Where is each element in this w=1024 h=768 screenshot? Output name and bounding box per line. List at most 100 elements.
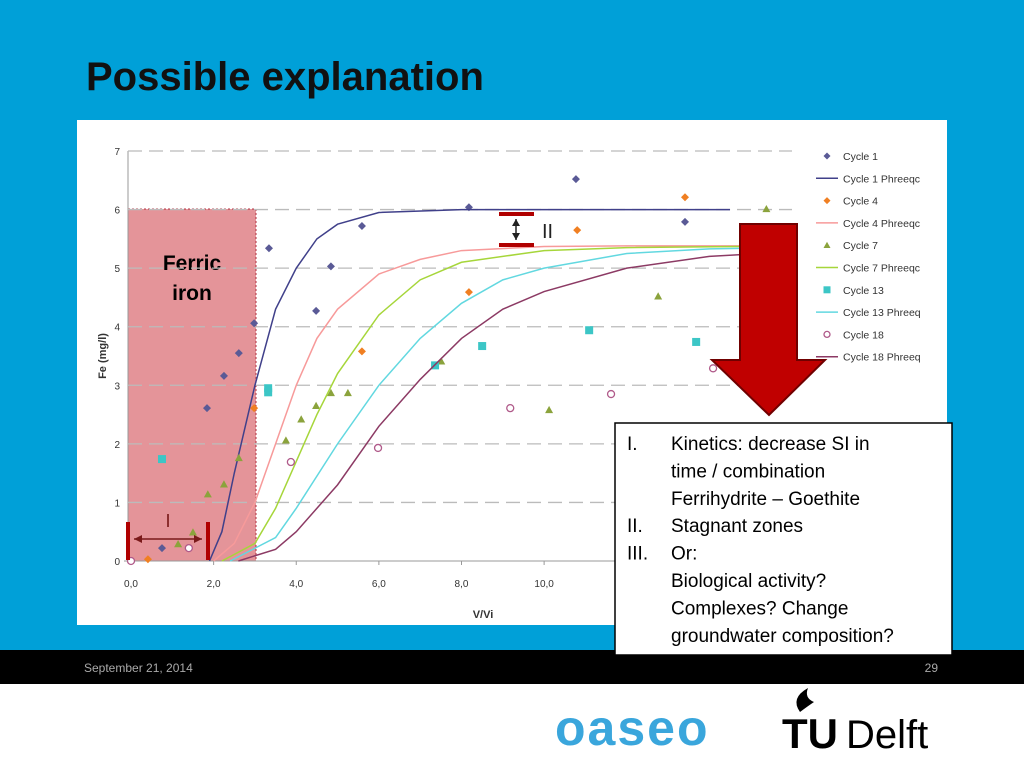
callout-box <box>614 422 953 656</box>
data-point <box>312 401 321 409</box>
series-line <box>229 246 793 562</box>
legend-swatch <box>823 286 831 294</box>
y-tick-label: 5 <box>114 264 120 275</box>
data-point <box>312 306 321 315</box>
x-axis-title: V/Vi <box>473 609 494 621</box>
data-point <box>157 544 166 553</box>
data-point <box>762 204 771 213</box>
y-tick-label: 6 <box>114 206 120 217</box>
data-point <box>219 480 228 488</box>
data-point <box>264 388 273 397</box>
data-point <box>203 404 212 413</box>
data-point <box>286 457 296 467</box>
data-point <box>281 436 290 444</box>
x-tick-label: 0,0 <box>124 579 138 590</box>
x-tick-label: 10,0 <box>534 579 554 590</box>
data-point <box>297 415 306 423</box>
y-tick-label: 4 <box>114 323 120 334</box>
series-line <box>238 250 793 562</box>
data-point <box>234 349 243 358</box>
data-point <box>654 292 663 300</box>
page-number: 29 <box>925 661 939 675</box>
arrow-head <box>134 535 202 543</box>
annotation-label: I <box>165 511 170 531</box>
bracket-bar <box>499 212 534 216</box>
data-point <box>478 342 487 351</box>
bracket-bar <box>206 522 210 560</box>
legend-label: Cycle 7 <box>843 240 878 252</box>
list-text: time / combination <box>671 461 825 482</box>
data-point <box>708 364 718 373</box>
data-point <box>357 221 366 230</box>
series-line <box>221 245 793 562</box>
logo-delft: Delft <box>846 713 928 757</box>
y-tick-label: 0 <box>114 557 120 568</box>
data-point <box>343 388 352 397</box>
logo-tu: TU <box>782 710 838 757</box>
bracket-bar <box>499 243 534 247</box>
list-marker: II. <box>627 516 643 537</box>
data-point <box>234 453 243 462</box>
legend-swatch <box>823 330 831 339</box>
data-point <box>174 540 183 548</box>
y-axis-title: Fe (mg/l) <box>97 333 109 379</box>
annotation-i: I <box>126 511 210 560</box>
data-point <box>373 443 383 453</box>
data-point <box>681 193 690 202</box>
legend-swatch <box>823 241 831 248</box>
y-tick-label: 1 <box>114 498 120 509</box>
legend: Cycle 1 Cycle 1 Phreeqc Cycle 4 Cycle 4 Phr… <box>816 151 921 364</box>
series-line <box>208 208 731 562</box>
data-point <box>188 528 197 536</box>
x-tick-label: 8,0 <box>455 579 469 590</box>
data-point <box>203 490 212 498</box>
annotation-ii: II <box>499 212 553 247</box>
slide-title: Possible explanation <box>86 55 484 99</box>
list-marker: III. <box>627 544 648 565</box>
legend-label: Cycle 13 Phreeq <box>843 307 921 319</box>
list-text: Biological activity? <box>671 571 826 592</box>
arrow-head <box>512 219 520 240</box>
data-point <box>250 404 259 413</box>
data-point <box>157 455 166 464</box>
series-line <box>213 245 792 562</box>
data-point <box>357 347 366 356</box>
list-text: Kinetics: decrease SI in <box>671 434 870 455</box>
data-point <box>326 262 335 271</box>
data-point <box>264 384 273 393</box>
legend-label: Cycle 4 <box>843 196 878 208</box>
ferric-iron-label: iron <box>172 282 212 305</box>
legend-label: Cycle 4 Phreeqc <box>843 218 920 230</box>
x-tick-label: 2,0 <box>207 579 221 590</box>
data-point <box>573 226 582 235</box>
annotation-label: II <box>542 221 553 243</box>
legend-label: Cycle 18 <box>843 329 884 341</box>
list-marker: I. <box>627 434 638 455</box>
data-point <box>506 403 515 413</box>
data-point <box>571 175 580 184</box>
list-text: Stagnant zones <box>671 516 803 537</box>
list-text: Ferrihydrite – Goethite <box>671 489 860 510</box>
logo-band <box>0 684 1024 768</box>
data-point <box>692 337 701 346</box>
legend-label: Cycle 13 <box>843 285 884 297</box>
x-tick-label: 6,0 <box>372 579 386 590</box>
callout-list: I. Kinetics: decrease SI in time / combina… <box>627 434 894 647</box>
x-tick-label: 4,0 <box>289 579 303 590</box>
data-point <box>585 326 594 335</box>
logo-oaseo: oaseo <box>555 700 710 756</box>
logo-flame <box>796 688 814 712</box>
data-point <box>606 389 616 399</box>
data-point <box>437 357 446 365</box>
y-tick-label: 2 <box>114 440 120 451</box>
down-arrow <box>709 223 828 417</box>
data-point <box>681 217 690 226</box>
data-point <box>326 388 335 397</box>
list-text: Complexes? Change <box>671 598 848 619</box>
y-tick-label: 3 <box>114 381 120 392</box>
legend-label: Cycle 1 <box>843 151 878 163</box>
data-point <box>219 371 228 380</box>
list-text: Or: <box>671 544 697 565</box>
footer-date: September 21, 2014 <box>84 661 193 675</box>
